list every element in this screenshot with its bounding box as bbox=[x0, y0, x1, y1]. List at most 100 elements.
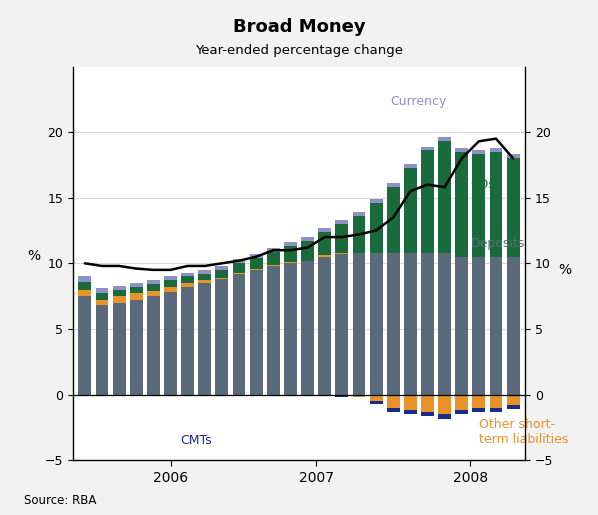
Text: Broad Money: Broad Money bbox=[233, 18, 365, 36]
Bar bbox=[335, 394, 348, 396]
Bar bbox=[233, 274, 245, 394]
Bar bbox=[438, 414, 451, 419]
Y-axis label: %: % bbox=[558, 263, 571, 277]
Bar bbox=[387, 253, 399, 394]
Bar bbox=[438, 138, 451, 141]
Bar bbox=[472, 154, 486, 257]
Bar bbox=[301, 237, 314, 241]
Bar bbox=[181, 287, 194, 394]
Bar bbox=[421, 150, 434, 253]
Bar bbox=[267, 266, 280, 394]
Text: Currency: Currency bbox=[390, 95, 447, 109]
Bar bbox=[353, 216, 365, 253]
Y-axis label: %: % bbox=[27, 249, 40, 263]
Bar bbox=[472, 408, 486, 411]
Bar bbox=[181, 277, 194, 283]
Bar bbox=[318, 257, 331, 394]
Bar bbox=[335, 396, 348, 397]
Text: Source: RBA: Source: RBA bbox=[24, 494, 96, 507]
Bar bbox=[455, 394, 468, 410]
Bar bbox=[233, 260, 245, 263]
Bar bbox=[130, 287, 143, 294]
Bar bbox=[370, 394, 383, 401]
Bar bbox=[507, 405, 520, 409]
Bar bbox=[250, 270, 263, 394]
Bar bbox=[215, 270, 228, 278]
Bar bbox=[490, 148, 502, 152]
Bar bbox=[335, 220, 348, 224]
Bar bbox=[318, 232, 331, 255]
Text: Year-ended percentage change: Year-ended percentage change bbox=[195, 44, 403, 57]
Bar bbox=[233, 272, 245, 274]
Bar bbox=[421, 147, 434, 150]
Bar bbox=[472, 150, 486, 154]
Bar bbox=[199, 280, 211, 283]
Bar bbox=[490, 408, 502, 411]
Bar bbox=[370, 401, 383, 404]
Bar bbox=[455, 148, 468, 152]
Bar bbox=[404, 253, 417, 394]
Bar bbox=[78, 289, 91, 296]
Bar bbox=[353, 253, 365, 394]
Bar bbox=[353, 212, 365, 216]
Bar bbox=[335, 253, 348, 254]
Bar bbox=[404, 410, 417, 414]
Bar bbox=[233, 263, 245, 272]
Bar bbox=[164, 292, 177, 394]
Bar bbox=[335, 224, 348, 253]
Bar bbox=[130, 300, 143, 394]
Bar bbox=[438, 253, 451, 394]
Bar bbox=[78, 282, 91, 289]
Bar bbox=[507, 158, 520, 257]
Bar bbox=[507, 257, 520, 394]
Bar bbox=[267, 265, 280, 266]
Bar bbox=[284, 263, 297, 394]
Bar bbox=[421, 411, 434, 416]
Bar bbox=[112, 303, 126, 394]
Bar bbox=[455, 257, 468, 394]
Bar bbox=[301, 241, 314, 261]
Bar bbox=[507, 394, 520, 405]
Bar bbox=[199, 283, 211, 394]
Bar bbox=[215, 266, 228, 270]
Bar bbox=[472, 257, 486, 394]
Text: Other short-
term liabilities: Other short- term liabilities bbox=[479, 418, 568, 446]
Bar bbox=[318, 255, 331, 257]
Bar bbox=[318, 228, 331, 232]
Bar bbox=[370, 199, 383, 203]
Bar bbox=[284, 262, 297, 263]
Bar bbox=[284, 246, 297, 262]
Text: Deposits: Deposits bbox=[470, 237, 524, 250]
Bar bbox=[387, 183, 399, 187]
Bar bbox=[267, 248, 280, 251]
Bar bbox=[507, 154, 520, 158]
Bar bbox=[147, 284, 160, 291]
Bar bbox=[335, 254, 348, 394]
Bar bbox=[370, 203, 383, 253]
Bar bbox=[387, 394, 399, 408]
Bar bbox=[96, 294, 108, 300]
Bar bbox=[78, 296, 91, 394]
Bar bbox=[250, 254, 263, 258]
Bar bbox=[215, 279, 228, 394]
Bar bbox=[215, 278, 228, 279]
Bar bbox=[181, 283, 194, 287]
Bar bbox=[199, 274, 211, 280]
Bar bbox=[404, 167, 417, 253]
Bar bbox=[438, 141, 451, 253]
Bar bbox=[96, 300, 108, 305]
Bar bbox=[438, 394, 451, 414]
Bar bbox=[96, 288, 108, 294]
Bar bbox=[112, 296, 126, 303]
Bar bbox=[267, 251, 280, 265]
Bar bbox=[472, 394, 486, 408]
Bar bbox=[215, 394, 228, 396]
Bar bbox=[199, 394, 211, 396]
Bar bbox=[164, 287, 177, 292]
Text: CDs: CDs bbox=[470, 178, 495, 191]
Bar bbox=[164, 280, 177, 287]
Bar bbox=[421, 253, 434, 394]
Bar bbox=[353, 394, 365, 397]
Bar bbox=[404, 394, 417, 410]
Bar bbox=[370, 253, 383, 394]
